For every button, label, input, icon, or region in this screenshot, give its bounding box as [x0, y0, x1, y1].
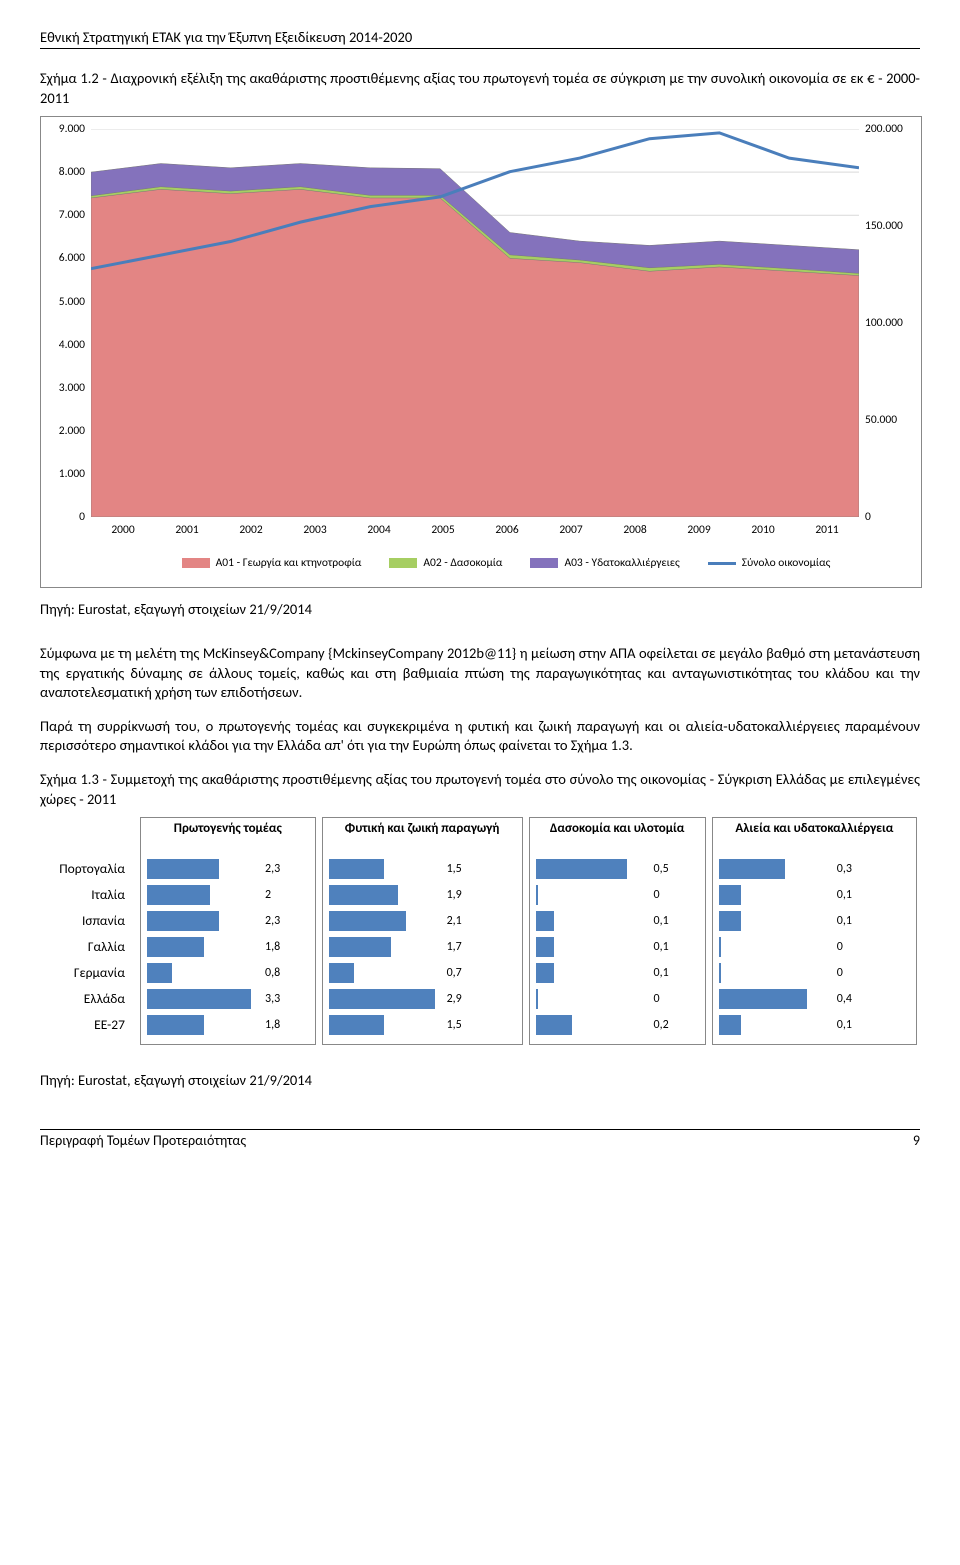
- figure-1-2-chart: 01.0002.0003.0004.0005.0006.0007.0008.00…: [40, 116, 922, 588]
- figure-1-2-source: Πηγή: Eurostat, εξαγωγή στοιχείων 21/9/2…: [40, 600, 920, 618]
- y-axis-right: 050.000100.000150.000200.000: [861, 129, 921, 517]
- y-axis-left: 01.0002.0003.0004.0005.0006.0007.0008.00…: [41, 129, 89, 517]
- body-paragraph-1: Σύμφωνα με τη μελέτη της McKinsey&Compan…: [40, 644, 920, 703]
- figure-1-3-caption: Σχήμα 1.3 - Συμμετοχή της ακαθάριστης πρ…: [40, 770, 920, 809]
- page-footer: Περιγραφή Τομέων Προτεραιότητας 9: [40, 1129, 920, 1149]
- figure-1-2-caption: Σχήμα 1.2 - Διαχρονική εξέλιξη της ακαθά…: [40, 69, 920, 108]
- body-paragraph-2: Παρά τη συρρίκνωσή του, ο πρωτογενής τομ…: [40, 717, 920, 756]
- page-header: Εθνική Στρατηγική ΕΤΑΚ για την Έξυπνη Εξ…: [40, 28, 920, 49]
- footer-left: Περιγραφή Τομέων Προτεραιότητας: [40, 1132, 246, 1149]
- figure-1-3-source: Πηγή: Eurostat, εξαγωγή στοιχείων 21/9/2…: [40, 1071, 920, 1089]
- figure-1-3-panels: ΠορτογαλίαΙταλίαΙσπανίαΓαλλίαΓερμανίαΕλλ…: [40, 817, 920, 1045]
- chart-legend: Α01 - Γεωργία και κτηνοτροφίαΑ02 - Δασοκ…: [101, 545, 911, 581]
- footer-page-number: 9: [913, 1132, 920, 1149]
- x-axis-labels: 2000200120022003200420052006200720082009…: [91, 523, 859, 541]
